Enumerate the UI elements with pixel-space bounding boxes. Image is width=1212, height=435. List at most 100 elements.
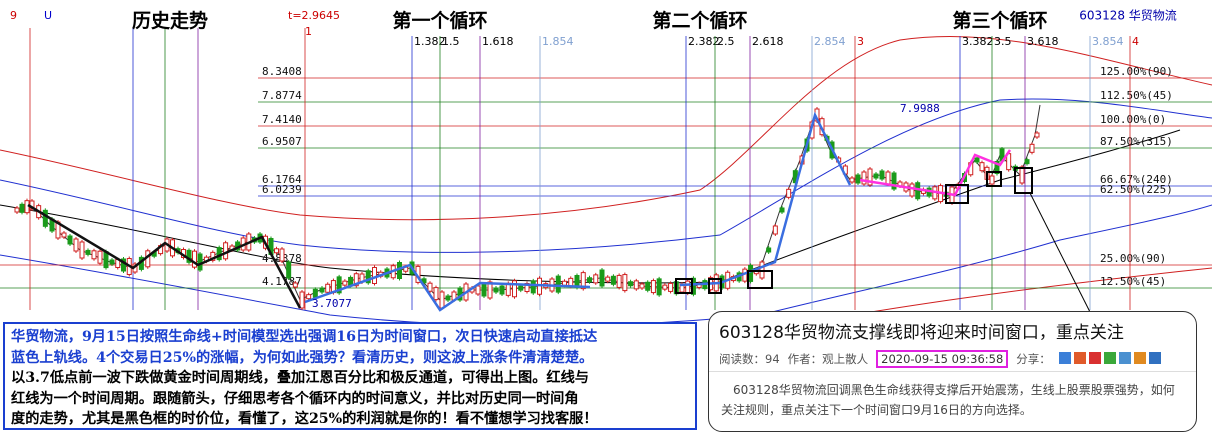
- start-label: 1: [305, 25, 312, 38]
- candle-body: [873, 173, 879, 179]
- candle-body: [286, 261, 292, 279]
- corner-label: U: [44, 9, 52, 22]
- candle-body: [587, 277, 592, 283]
- candle-body: [530, 280, 536, 294]
- price-time-boxes: [675, 167, 1033, 294]
- candle-body: [336, 276, 342, 294]
- share-icon[interactable]: [1118, 351, 1131, 364]
- candle-body: [1019, 166, 1025, 184]
- candle-body: [91, 250, 97, 260]
- fib-time-label: 3.5: [994, 35, 1012, 48]
- candle-body: [915, 182, 921, 200]
- candle-body: [499, 285, 505, 295]
- candle-body: [994, 161, 1000, 174]
- candle-body: [433, 287, 439, 301]
- share-icon[interactable]: [1088, 351, 1101, 364]
- level-percent: 125.00%(90): [1100, 65, 1173, 78]
- read-count: 阅读数：94: [719, 352, 780, 366]
- candle-body: [79, 241, 85, 259]
- candle-body: [639, 283, 645, 289]
- candle-body: [61, 232, 67, 238]
- candle-body: [555, 275, 561, 293]
- candle-body: [772, 225, 778, 235]
- candle-body: [85, 249, 91, 255]
- fib-time-label: 2.382: [688, 35, 720, 48]
- article-meta: 阅读数：94 作者：观上散人 2020-09-15 09:36:58 分享：: [709, 347, 1196, 372]
- candle-body: [593, 274, 599, 284]
- candle-body: [909, 183, 915, 197]
- candle-body: [779, 207, 785, 213]
- candle-body: [192, 250, 197, 268]
- note-line: 以3.7低点前一波下跌做黄金时间周期线，叠加江恩百分比和极反通道，可得出上图。红…: [11, 370, 589, 386]
- candle-body: [645, 281, 651, 291]
- cycle-heading: 第一个循环: [392, 9, 487, 32]
- candle-body: [197, 253, 203, 271]
- candle-body: [685, 280, 691, 294]
- level-price: 8.3408: [262, 65, 302, 78]
- upper-red-band: [0, 35, 1212, 221]
- level-price: 7.4140: [262, 113, 302, 126]
- candle-body: [849, 177, 855, 183]
- cycle-heading: 第三个循环: [952, 9, 1047, 32]
- candle-body: [650, 280, 656, 294]
- fib-time-label: 2.618: [752, 35, 784, 48]
- candle-body: [121, 258, 126, 272]
- fib-time-label: 2.5: [717, 35, 735, 48]
- candle-body: [279, 248, 285, 262]
- note-line: 红线为一个时间周期。跟随箭头，仔细思考各个循环内的时间意义，并比对历史同一时间角: [11, 390, 579, 407]
- candle-body: [493, 287, 499, 293]
- candle-body: [14, 207, 20, 213]
- note-line: 度的走势，尤其是黑色框的时价位，看懂了，这25%的利润就是你的！看不懂想学习找客…: [11, 411, 598, 427]
- candle-body: [855, 174, 861, 184]
- level-percent: 87.50%(315): [1100, 135, 1173, 148]
- candle-body: [487, 281, 493, 299]
- candle-body: [67, 235, 73, 245]
- candle-body: [622, 274, 628, 292]
- fib-time-label: 3.854: [1092, 35, 1124, 48]
- price-line: [14, 104, 1041, 301]
- analysis-note: 华贸物流，9月15日按照生命线+时间模型选出强调16日为时间窗口，次日快速启动直…: [3, 322, 697, 430]
- share-icon[interactable]: [1073, 351, 1086, 364]
- candle-body: [216, 247, 222, 261]
- candle-body: [325, 283, 331, 293]
- level-percent: 66.67%(240): [1100, 173, 1173, 186]
- author: 作者：观上散人: [787, 352, 869, 366]
- note-line: 蓝色上轨线。4个交易日25%的涨幅，为何如此强势？看清历史，则这波上涨条件清清楚…: [11, 349, 594, 366]
- candle-body: [662, 284, 668, 290]
- life-line: [0, 129, 1181, 284]
- candle-body: [372, 267, 377, 284]
- candle-body: [475, 285, 481, 295]
- share-icon[interactable]: [1058, 351, 1071, 364]
- candle-body: [1024, 159, 1030, 165]
- candle-body: [274, 248, 279, 254]
- candle-body: [481, 283, 487, 297]
- candle-body: [605, 276, 611, 282]
- candle-body: [668, 282, 674, 292]
- cycle-heading: 历史走势: [132, 9, 208, 32]
- candle-body: [73, 238, 79, 252]
- candle-body: [19, 203, 25, 213]
- article-title[interactable]: 603128华贸物流支撑线即将迎来时间窗口，重点关注: [719, 323, 1124, 343]
- candle-body: [445, 295, 451, 301]
- fib-time-label: 3: [857, 35, 864, 48]
- level-percent: 62.50%(225): [1100, 183, 1173, 196]
- candle-body: [365, 270, 371, 284]
- candle-body: [891, 172, 897, 190]
- candle-body: [610, 275, 616, 285]
- candle-body: [580, 272, 586, 290]
- history-arrows: [27, 203, 302, 309]
- level-percent: 112.50%(45): [1100, 89, 1173, 102]
- candle-body: [562, 280, 567, 286]
- level-percent: 12.50%(45): [1100, 275, 1166, 288]
- candle-body: [1029, 143, 1035, 153]
- candle-body: [512, 280, 517, 298]
- level-price: 6.9507: [262, 135, 302, 148]
- fib-time-label: 2.854: [814, 35, 846, 48]
- fib-time-label: 3.382: [962, 35, 994, 48]
- lower-blue-band: [0, 204, 1212, 327]
- share-icon[interactable]: [1148, 351, 1161, 364]
- share-icon[interactable]: [1103, 351, 1116, 364]
- corner-label: 9: [10, 9, 17, 22]
- share-icon[interactable]: [1133, 351, 1146, 364]
